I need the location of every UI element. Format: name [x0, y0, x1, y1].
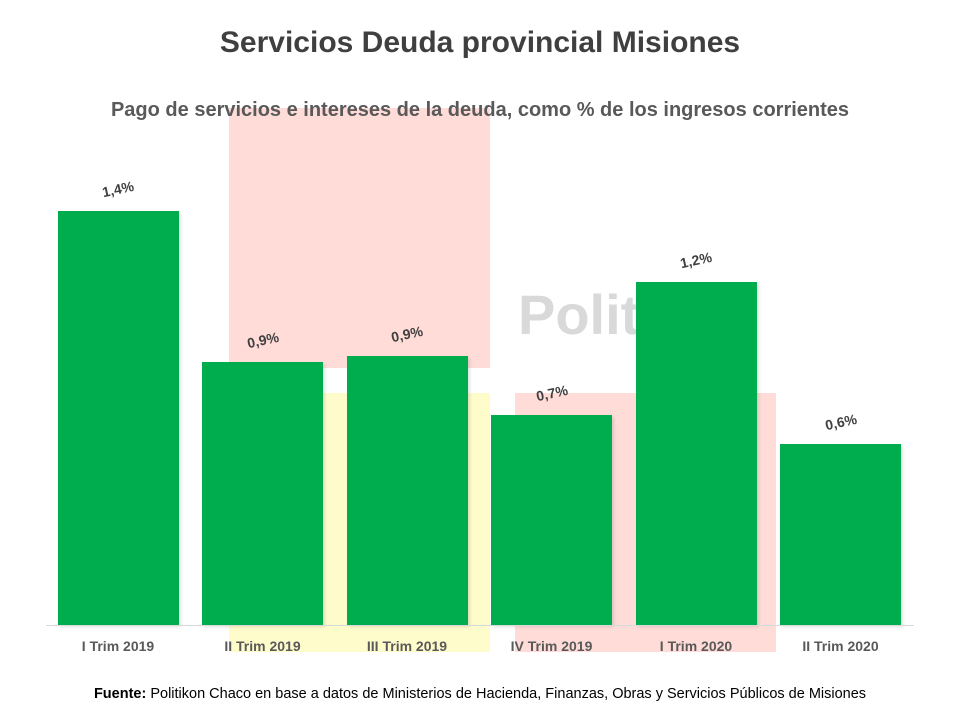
- bar-2: [346, 355, 468, 625]
- data-label-1: 0,9%: [245, 328, 281, 351]
- data-label-4: 1,2%: [678, 248, 714, 271]
- bar-1: [202, 361, 324, 625]
- data-label-5: 0,6%: [823, 411, 859, 434]
- source-note: Fuente: Politikon Chaco en base a datos …: [0, 686, 960, 702]
- watermark-pink-block-top: [229, 108, 490, 368]
- bar-4: [635, 281, 757, 625]
- bar-5: [780, 444, 902, 625]
- x-tick-label-0: I Trim 2019: [81, 638, 155, 654]
- x-tick-label-2: III Trim 2019: [366, 638, 448, 654]
- x-axis-line: [46, 625, 914, 626]
- x-tick-label-3: IV Trim 2019: [510, 638, 593, 654]
- bar-3: [491, 414, 613, 625]
- source-text: Politikon Chaco en base a datos de Minis…: [146, 686, 867, 702]
- x-tick-label-4: I Trim 2020: [659, 638, 733, 654]
- data-label-2: 0,9%: [389, 322, 425, 345]
- chart-title: Servicios Deuda provincial Misiones: [219, 26, 741, 59]
- source-label: Fuente:: [93, 686, 147, 702]
- data-label-0: 1,4%: [100, 177, 136, 200]
- chart-subtitle: Pago de servicios e intereses de la deud…: [110, 99, 850, 121]
- data-label-3: 0,7%: [534, 381, 570, 404]
- x-tick-label-5: II Trim 2020: [802, 638, 879, 654]
- x-tick-label-1: II Trim 2019: [224, 638, 301, 654]
- bar-0: [57, 210, 179, 625]
